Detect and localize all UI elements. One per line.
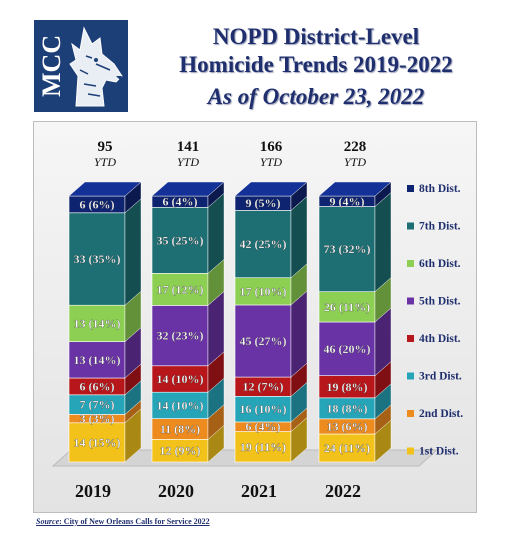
bar-segment [234,396,292,423]
data-label: 18 (8%) [327,401,368,415]
legend-label: 5th Dist. [419,296,461,308]
legend-swatch [407,222,414,230]
legend-swatch [407,297,414,305]
bar-segment [68,212,126,306]
data-label: 45 (27%) [240,334,287,348]
data-label: 12 (7%) [243,380,284,394]
bar-top-face [68,181,142,197]
total-label: 228 [344,139,367,155]
source-label: Source [36,517,60,526]
legend-label: 4th Dist. [419,333,461,345]
data-label: 33 (35%) [74,252,121,266]
bar-segment [234,210,292,279]
legend-swatch [407,410,414,417]
bar-segment [318,206,376,292]
data-label: 46 (20%) [324,342,371,356]
data-label: 19 (11%) [240,440,286,454]
legend-label: 3rd Dist. [419,371,462,383]
legend-label: 1st Dist. [419,446,459,458]
data-label: 26 (11%) [324,300,370,314]
bar-segment-side [290,290,308,378]
legend-swatch [407,372,414,380]
bar-segment [318,321,376,376]
data-label: 73 (32%) [324,242,371,256]
data-label: 6 (6%) [80,379,115,393]
ytd-label: YTD [177,155,199,169]
data-label: 14 (10%) [157,398,204,412]
data-label: 17 (10%) [240,284,287,298]
data-label: 24 (11%) [324,441,370,455]
ytd-label: YTD [344,155,366,169]
ytd-label: YTD [260,155,282,169]
legend-swatch [407,335,414,342]
bar-segment-side [290,195,308,279]
data-label: 6 (6%) [80,197,115,211]
data-label: 6 (4%) [163,195,198,209]
data-label: 6 (4%) [246,420,281,434]
bar-segment [151,207,209,274]
dog-head-icon [69,26,123,107]
data-label: 14 (15%) [74,435,121,449]
source-note: Source: City of New Orleans Calls for Se… [36,517,210,526]
total-label: 166 [260,139,283,155]
stacked-bar-chart: 14 (15%) 3 (3%)7 (7%) 6 (6%) 13 (14%) 13 (14… [51,139,463,501]
data-label: 16 (10%) [240,402,287,416]
data-label: 13 (6%) [327,419,368,433]
mcc-logo: MCC [34,20,128,112]
total-label: 95 [98,139,113,155]
data-label: 11 (8%) [160,422,200,436]
chart-title-line-1: NOPD District-Level [212,24,420,49]
ytd-label: YTD [94,155,116,169]
category-label: 2021 [241,481,277,501]
legend-label: 7th Dist. [419,221,461,233]
category-label: 2020 [158,481,194,501]
source-text: : City of New Orleans Calls for Service … [59,517,210,526]
chart-subtitle-date: As of October 23, 2022 [207,84,425,109]
bar-top-face [318,181,392,197]
bar-segment [68,304,126,342]
data-label: 32 (23%) [157,329,204,343]
data-label: 14 (10%) [157,372,204,386]
data-label: 9 (5%) [246,196,281,210]
bar-segment [234,304,292,378]
data-label: 17 (12%) [157,282,204,296]
legend-label: 2nd Dist. [419,408,463,420]
bar-segment [151,273,209,306]
data-label: 13 (14%) [74,316,121,330]
data-label: 35 (25%) [157,233,204,247]
bar-top-face [234,181,308,197]
bar-segment [151,391,209,419]
bar-segment [68,422,126,463]
data-label: 13 (14%) [74,353,121,367]
data-label: 42 (25%) [240,237,287,251]
legend-swatch [407,260,414,267]
bar-segment-side [374,192,392,293]
data-label: 19 (8%) [327,380,368,394]
bar-segment [68,341,126,379]
chart-title-line-2: Homicide Trends 2019-2022 [179,52,453,77]
legend-swatch [407,185,414,192]
data-label: 12 (9%) [160,444,201,458]
bar-top-face [151,181,225,197]
data-label: 9 (4%) [330,194,365,208]
data-label: 7 (7%) [80,398,115,412]
legend-label: 8th Dist. [419,183,461,195]
data-label: 3 (3%) [80,412,115,426]
total-label: 141 [177,139,200,155]
legend-swatch [407,447,414,455]
bar-segment-side [124,198,142,306]
category-label: 2022 [325,481,361,501]
category-label: 2019 [75,481,111,501]
logo-letters: MCC [37,34,66,98]
legend-label: 6th Dist. [419,258,461,270]
